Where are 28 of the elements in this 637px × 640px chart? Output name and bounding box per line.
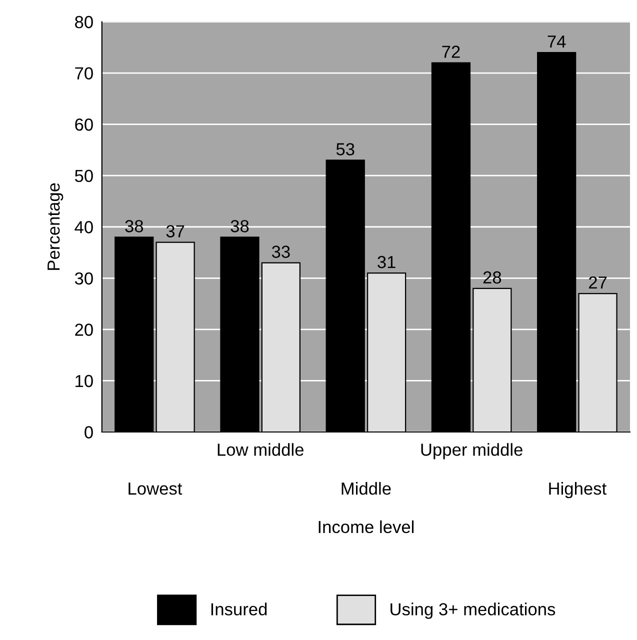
data-label: 31 bbox=[378, 256, 396, 268]
legend-label: Using 3+ medications bbox=[390, 602, 556, 619]
data-label: 37 bbox=[166, 225, 184, 238]
y-tick-label: 70 bbox=[75, 67, 93, 80]
x-tick-label: Upper middle bbox=[421, 443, 522, 460]
legend-label: Insured bbox=[211, 602, 267, 616]
data-label: 27 bbox=[589, 276, 607, 289]
y-tick-label: 0 bbox=[84, 426, 93, 438]
data-label: 72 bbox=[442, 46, 460, 58]
x-tick-label: Middle bbox=[342, 482, 391, 495]
data-label: 28 bbox=[483, 271, 502, 284]
x-axis-title: Income level bbox=[318, 520, 414, 534]
data-label: 38 bbox=[230, 220, 249, 232]
y-tick-label: 80 bbox=[75, 16, 93, 28]
y-tick-label: 50 bbox=[74, 170, 93, 182]
x-tick-label: Highest bbox=[549, 482, 606, 498]
y-tick-label: 60 bbox=[75, 118, 93, 131]
data-label: 53 bbox=[336, 143, 354, 156]
y-tick-label: 10 bbox=[76, 374, 93, 388]
y-tick-label: 40 bbox=[74, 221, 93, 234]
data-label: 33 bbox=[272, 246, 290, 258]
y-tick-label: 20 bbox=[75, 324, 93, 336]
data-label: 74 bbox=[548, 36, 566, 48]
y-tick-label: 30 bbox=[74, 272, 93, 285]
x-tick-label: Lowest bbox=[128, 482, 182, 495]
x-tick-label: Low middle bbox=[218, 443, 304, 456]
data-label: 38 bbox=[125, 220, 144, 232]
y-axis-title: Percentage bbox=[48, 183, 64, 270]
